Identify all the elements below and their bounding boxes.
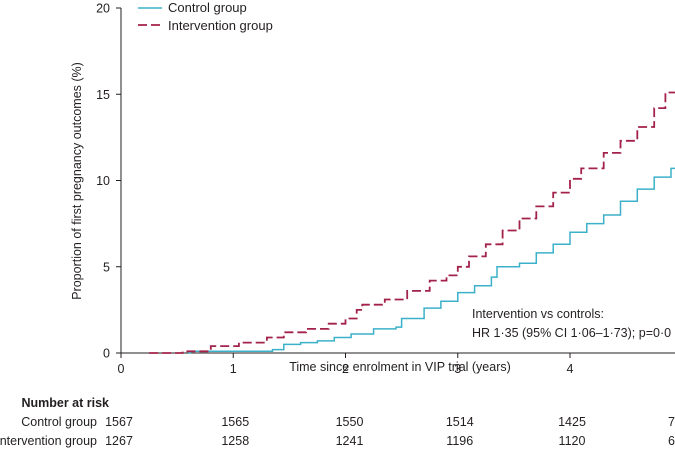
risk-cell: 1567 bbox=[105, 415, 133, 429]
risk-row-label-intervention: ntervention group bbox=[0, 434, 97, 448]
series-layer bbox=[149, 91, 675, 354]
risk-cell: 1550 bbox=[336, 415, 364, 429]
risk-cell: 6 bbox=[668, 434, 675, 448]
annotation-line-2: HR 1·35 (95% CI 1·06–1·73); p=0·0 bbox=[472, 326, 671, 340]
series-line-control bbox=[188, 167, 675, 354]
risk-cell: 1425 bbox=[558, 415, 586, 429]
y-tick-label: 20 bbox=[96, 2, 110, 16]
y-ticks: 0 5 10 15 20 bbox=[96, 2, 121, 361]
axes bbox=[120, 8, 675, 354]
risk-cell: 1241 bbox=[336, 434, 364, 448]
legend-label-control: Control group bbox=[168, 0, 247, 15]
risk-cell: 1196 bbox=[446, 434, 473, 448]
hazard-ratio-annotation: Intervention vs controls: HR 1·35 (95% C… bbox=[472, 307, 671, 340]
risk-table: Number at risk Control group ntervention… bbox=[0, 396, 675, 448]
legend-label-intervention: Intervention group bbox=[168, 18, 273, 33]
series-line-intervention bbox=[149, 91, 675, 354]
risk-cell: 1267 bbox=[105, 434, 133, 448]
legend-item-control: Control group bbox=[138, 0, 247, 15]
risk-cell: 1514 bbox=[446, 415, 474, 429]
annotation-line-1: Intervention vs controls: bbox=[472, 307, 604, 321]
x-tick-label: 2 bbox=[342, 362, 349, 376]
y-tick-label: 0 bbox=[103, 347, 110, 361]
risk-cell: 1120 bbox=[559, 434, 586, 448]
risk-values: 1567 1565 1550 1514 1425 7 1267 1258 1241 1196 112… bbox=[105, 415, 675, 448]
risk-cell: 1258 bbox=[221, 434, 249, 448]
x-tick-label: 3 bbox=[454, 362, 461, 376]
y-axis-title: Proportion of first pregnancy outcomes (… bbox=[70, 62, 84, 300]
legend-item-intervention: Intervention group bbox=[138, 18, 273, 33]
y-tick-label: 10 bbox=[96, 174, 110, 188]
legend: Control group Intervention group bbox=[138, 0, 273, 33]
y-tick-label: 15 bbox=[96, 88, 110, 102]
x-axis-title: Time since enrolment in VIP trial (years… bbox=[289, 360, 511, 374]
risk-cell: 1565 bbox=[221, 415, 249, 429]
y-tick-label: 5 bbox=[103, 260, 110, 274]
x-tick-label: 0 bbox=[118, 362, 125, 376]
risk-cell: 7 bbox=[668, 415, 675, 429]
x-tick-label: 1 bbox=[230, 362, 237, 376]
x-tick-label: 4 bbox=[567, 362, 574, 376]
risk-table-title: Number at risk bbox=[21, 396, 109, 410]
x-ticks: 0 1 2 3 4 bbox=[118, 353, 574, 376]
risk-row-label-control: Control group bbox=[21, 415, 97, 429]
